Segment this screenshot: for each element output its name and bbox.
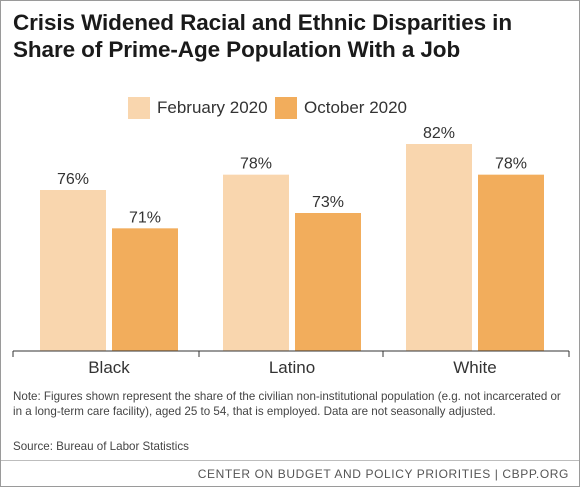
chart-source: Source: Bureau of Labor Statistics <box>13 440 189 453</box>
footer-divider <box>1 460 579 461</box>
category-label-latino: Latino <box>269 358 315 377</box>
legend-item-october-2020: October 2020 <box>275 97 407 119</box>
legend-label-february-2020: February 2020 <box>157 98 268 117</box>
bar-black-october-2020 <box>112 228 178 351</box>
x-axis-labels-group: Black Latino White <box>88 358 497 377</box>
value-label-black-october-2020: 71% <box>129 209 161 226</box>
bar-black-february-2020 <box>40 190 106 351</box>
legend-swatch-october-2020 <box>275 97 297 119</box>
bar-white-february-2020 <box>406 144 472 351</box>
value-label-white-february-2020: 82% <box>423 125 455 142</box>
category-label-white: White <box>453 358 496 377</box>
value-label-black-february-2020: 76% <box>57 171 89 188</box>
legend-swatch-february-2020 <box>128 97 150 119</box>
x-axis-ticks-group <box>12 351 570 357</box>
bars-group <box>40 144 544 351</box>
chart-title-line-1: Crisis Widened Racial and Ethnic Dispari… <box>13 10 512 35</box>
bar-latino-february-2020 <box>223 174 289 351</box>
value-label-latino-february-2020: 78% <box>240 156 272 173</box>
footer-credit: CENTER ON BUDGET AND POLICY PRIORITIES |… <box>197 467 569 481</box>
legend-item-february-2020: February 2020 <box>128 97 268 119</box>
chart-title-line-2: Share of Prime-Age Population With a Job <box>13 37 461 62</box>
value-label-white-october-2020: 78% <box>495 156 527 173</box>
legend-label-october-2020: October 2020 <box>304 98 408 117</box>
category-label-black: Black <box>88 358 130 377</box>
bar-latino-october-2020 <box>295 213 361 351</box>
chart-note: Note: Figures shown represent the share … <box>13 390 561 419</box>
legend: February 2020 October 2020 <box>1 97 580 119</box>
value-label-latino-october-2020: 73% <box>312 194 344 211</box>
value-labels-group: 76% 71% 78% 73% 82% 78% <box>57 125 527 226</box>
chart-title: Crisis Widened Racial and Ethnic Dispari… <box>13 9 573 63</box>
bar-white-october-2020 <box>478 174 544 351</box>
bar-chart: 76% 71% 78% 73% 82% 78% Black Latino White <box>12 125 570 377</box>
